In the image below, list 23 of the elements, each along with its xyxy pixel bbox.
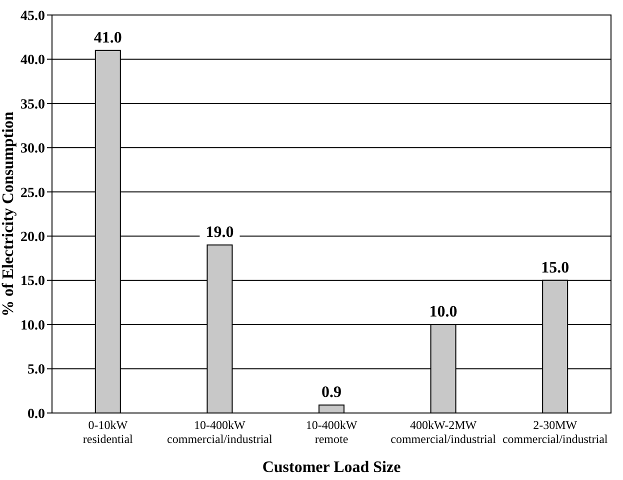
bar [318, 404, 344, 414]
data-label: 15.0 [541, 259, 570, 276]
data-label: 41.0 [94, 29, 122, 46]
y-tick-label: 0.0 [28, 406, 45, 422]
data-label: 0.9 [322, 384, 342, 402]
y-tick-label: 15.0 [20, 274, 45, 290]
x-axis-title: Customer Load Size [262, 459, 401, 476]
y-tick-label: 35.0 [20, 97, 45, 112]
y-tick-label: 40.0 [20, 53, 45, 68]
y-tick-label: 5.0 [28, 362, 45, 378]
data-label: 10.0 [429, 304, 458, 321]
x-tick-label: 400kW-2MW commercial/industrial [390, 418, 497, 446]
data-label: 19.0 [206, 224, 234, 241]
y-axis-title: % of Electricity Consumption [0, 111, 17, 316]
x-tick-label: 0-10kW residential [82, 418, 134, 446]
y-tick-label: 45.0 [20, 8, 45, 24]
y-tick-label: 30.0 [20, 142, 45, 157]
y-tick-label: 20.0 [20, 230, 45, 246]
x-tick-label: 10-400kW commercial/industrial [167, 418, 274, 446]
x-tick-label: 10-400kW remote [306, 418, 358, 446]
y-tick-label: 10.0 [20, 318, 45, 334]
x-tick-label: 2-30MW commercial/industrial [502, 418, 608, 446]
y-tick-label: 25.0 [20, 186, 45, 201]
